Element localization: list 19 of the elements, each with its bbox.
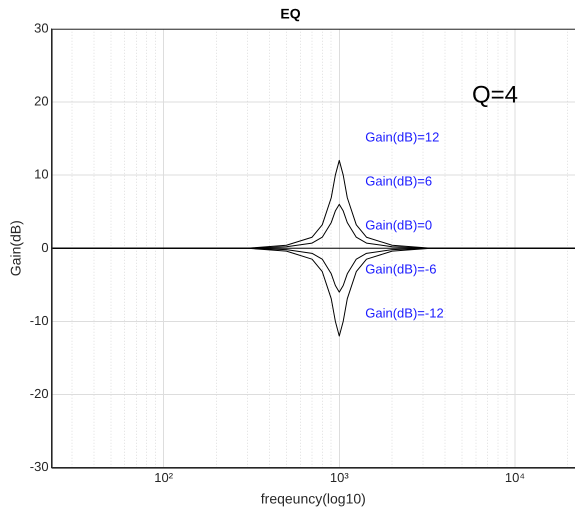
x-axis-title: freqeuncy(log10)	[260, 490, 366, 506]
annotation: Q=4	[472, 81, 518, 108]
chart-title: EQ	[280, 5, 301, 22]
y-axis-title: Gain(dB)	[7, 220, 24, 276]
y-tick-label: 0	[41, 240, 49, 255]
annotation: Gain(dB)=0	[365, 217, 432, 232]
y-tick-label: -20	[30, 386, 49, 402]
x-tick-label: 10³	[330, 470, 350, 485]
annotation: Gain(dB)=-6	[365, 261, 436, 276]
y-tick-label: 20	[34, 94, 49, 109]
y-tick-label: 30	[34, 20, 49, 36]
y-tick-label: 10	[34, 166, 49, 182]
x-tick-label: 10⁴	[504, 470, 525, 485]
y-tick-label: -30	[30, 459, 49, 474]
y-tick-label: -10	[30, 312, 49, 328]
x-tick-label: 10²	[154, 470, 174, 485]
annotation: Gain(dB)=6	[365, 173, 432, 188]
annotation: Gain(dB)=-12	[365, 305, 444, 320]
annotation: Gain(dB)=12	[365, 129, 440, 144]
